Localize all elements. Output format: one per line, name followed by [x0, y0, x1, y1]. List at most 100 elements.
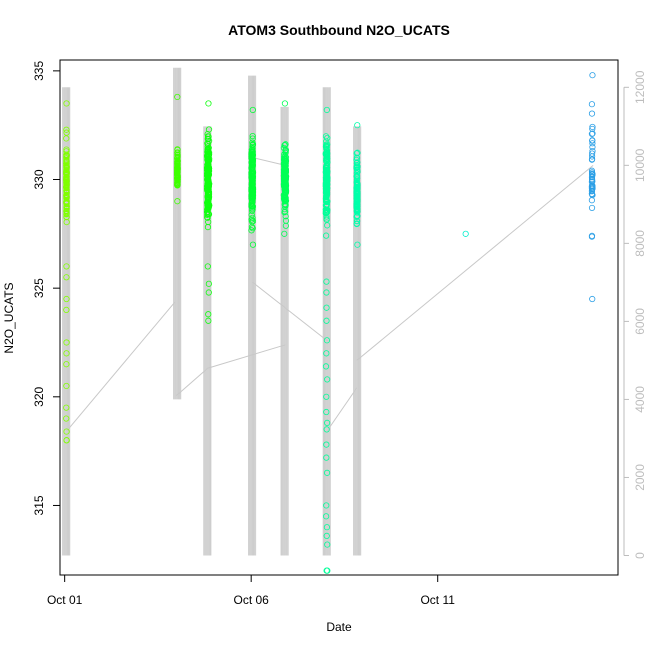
data-point — [353, 179, 361, 186]
data-point — [589, 184, 596, 191]
data-point — [63, 184, 70, 191]
data-point — [281, 188, 289, 195]
data-point — [204, 184, 211, 192]
data-point — [589, 140, 596, 147]
data-point — [204, 153, 211, 160]
data-point — [588, 110, 596, 117]
data-point — [324, 541, 331, 548]
y-tick-label: 335 — [32, 61, 46, 81]
data-point — [204, 211, 211, 218]
data-point — [589, 125, 596, 133]
data-point — [353, 217, 360, 225]
data-point — [354, 195, 361, 202]
data-point — [174, 175, 181, 182]
data-point — [249, 218, 257, 225]
data-point — [588, 232, 596, 239]
data-point — [282, 222, 289, 229]
y2-axis: 0 2000 4000 6000 8000 10000 12000 — [623, 70, 647, 559]
data-point — [281, 209, 288, 216]
data-point — [248, 223, 256, 231]
altitude-transit — [356, 164, 594, 361]
data-point — [589, 143, 596, 151]
data-point — [205, 170, 212, 177]
data-point — [282, 194, 289, 202]
data-point — [323, 393, 330, 400]
data-point — [323, 215, 330, 222]
data-point — [589, 295, 596, 303]
data-point — [205, 137, 213, 145]
data-point — [63, 437, 70, 444]
data-point — [322, 202, 330, 209]
data-point — [323, 469, 331, 476]
data-point — [323, 179, 330, 186]
data-point — [63, 208, 70, 215]
data-point — [249, 132, 256, 140]
data-point — [249, 157, 256, 164]
data-point — [63, 415, 70, 422]
data-point — [282, 203, 289, 210]
data-point — [323, 502, 330, 509]
altitude-transit — [207, 344, 286, 369]
y2-tick-label: 0 — [633, 552, 647, 559]
data-point — [248, 179, 255, 187]
y2-tick-label: 6000 — [633, 308, 647, 335]
data-point — [589, 123, 596, 131]
data-point — [63, 361, 70, 368]
y2-tick-label: 2000 — [633, 464, 647, 491]
data-point — [281, 165, 288, 172]
data-point — [204, 214, 211, 221]
y-tick-label: 325 — [32, 278, 46, 298]
data-point — [323, 194, 330, 201]
data-point — [63, 129, 70, 136]
data-point — [63, 339, 70, 346]
data-point — [588, 101, 596, 108]
data-point — [323, 567, 330, 574]
data-point — [354, 203, 361, 210]
data-point — [249, 139, 256, 146]
data-point — [323, 408, 330, 416]
data-point — [282, 201, 289, 208]
y-axis-label: N2O_UCATS — [2, 282, 16, 353]
data-point — [248, 198, 256, 205]
data-point — [323, 317, 330, 324]
data-point — [462, 230, 469, 237]
data-point — [323, 289, 330, 296]
data-point — [63, 200, 70, 207]
data-point — [249, 135, 256, 142]
data-point — [248, 153, 255, 161]
data-point — [323, 337, 331, 344]
data-point — [323, 172, 330, 180]
data-point — [588, 197, 596, 204]
data-point — [323, 232, 330, 239]
data-point — [322, 141, 330, 148]
y2-tick-label: 8000 — [633, 230, 647, 257]
data-point — [63, 295, 70, 303]
data-point — [249, 161, 256, 168]
data-point — [323, 532, 330, 539]
data-point — [323, 149, 330, 157]
data-point — [281, 155, 288, 163]
data-point — [204, 204, 211, 211]
data-point — [281, 230, 288, 237]
altitude-transit — [66, 301, 176, 431]
y2-tick-label: 4000 — [633, 386, 647, 413]
data-point — [174, 93, 181, 101]
y2-tick-label: 10000 — [633, 148, 647, 182]
data-point — [323, 441, 330, 448]
data-point — [323, 278, 330, 285]
data-point — [63, 382, 70, 390]
data-point — [63, 350, 70, 357]
data-point — [63, 274, 70, 281]
data-point — [354, 175, 361, 182]
data-point — [63, 152, 70, 160]
data-point — [589, 178, 596, 185]
data-point — [249, 214, 256, 221]
data-point — [63, 126, 70, 133]
data-point — [204, 263, 211, 270]
chart-title: ATOM3 Southbound N2O_UCATS — [228, 22, 450, 38]
data-point — [280, 156, 288, 163]
data-point — [205, 317, 212, 324]
data-point — [281, 196, 288, 203]
data-point — [174, 164, 181, 171]
data-point — [323, 206, 330, 213]
